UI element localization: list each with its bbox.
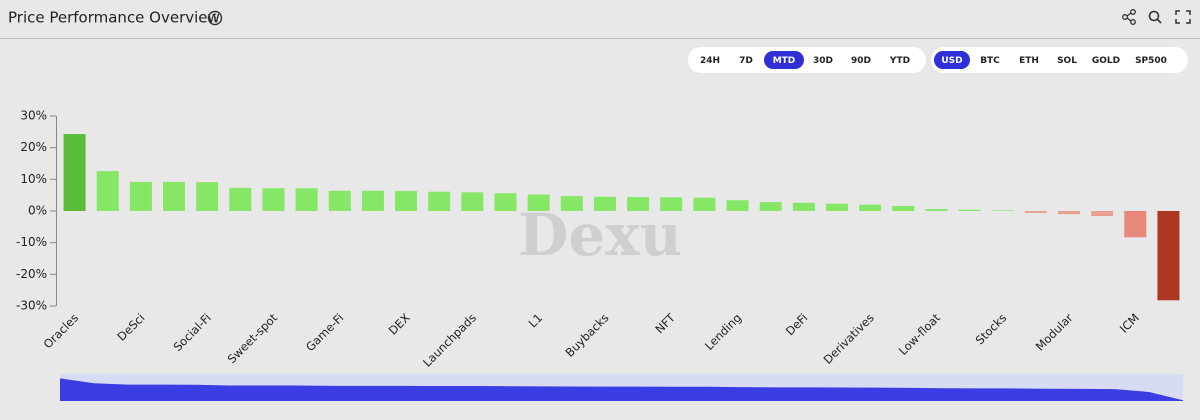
y-tick-label: 30% xyxy=(20,109,47,123)
toggle-button[interactable]: 90D xyxy=(851,56,871,66)
x-tick-label: NFT xyxy=(652,310,678,336)
x-tick-label: Oracles xyxy=(41,311,82,352)
bar xyxy=(560,196,583,211)
fullscreen-icon[interactable] xyxy=(1175,10,1191,24)
bar xyxy=(163,181,186,211)
bar xyxy=(726,200,749,211)
toggle-button[interactable]: MTD xyxy=(773,56,796,66)
bar xyxy=(328,190,351,211)
toggle-active-bg xyxy=(764,51,804,69)
toggle-button[interactable]: 7D xyxy=(739,56,753,66)
x-tick-label: DEX xyxy=(386,311,413,338)
y-tick-label: 0% xyxy=(28,204,47,218)
x-tick-label: Buybacks xyxy=(563,311,612,360)
bar xyxy=(395,191,418,211)
bar xyxy=(1124,211,1147,238)
bar xyxy=(461,192,484,211)
bar xyxy=(958,209,981,211)
x-tick-label: Sweet-spot xyxy=(225,310,281,366)
search-icon[interactable] xyxy=(1148,10,1162,24)
bar xyxy=(892,205,915,211)
x-tick-label: Modular xyxy=(1033,311,1076,354)
bar xyxy=(825,203,848,211)
toggle-active-bg xyxy=(934,51,970,69)
bar xyxy=(693,197,716,211)
bar xyxy=(627,197,650,211)
x-tick-label: L1 xyxy=(526,311,546,331)
bar xyxy=(229,187,252,211)
bar xyxy=(129,181,152,211)
bar xyxy=(295,188,318,211)
y-tick-label: -10% xyxy=(16,235,47,249)
navigator-area xyxy=(60,378,1183,401)
x-tick-label: Game-Fi xyxy=(303,311,346,354)
bar xyxy=(1024,211,1047,213)
bar xyxy=(527,194,550,211)
bar xyxy=(361,190,384,211)
toggle-button[interactable]: SP500 xyxy=(1135,56,1167,66)
y-tick-label: -30% xyxy=(16,299,47,313)
info-icon[interactable] xyxy=(207,10,223,26)
bar xyxy=(660,197,683,211)
bar xyxy=(759,202,782,211)
bar xyxy=(494,193,517,211)
header-title: Price Performance Overview xyxy=(8,9,220,27)
bar xyxy=(792,202,815,211)
base-group xyxy=(931,47,1188,73)
bar xyxy=(262,188,285,211)
bar xyxy=(1057,211,1080,215)
period-group xyxy=(688,47,926,73)
share-icon[interactable] xyxy=(1122,9,1136,25)
y-tick-label: 20% xyxy=(20,140,47,154)
y-tick-label: -20% xyxy=(16,267,47,281)
bar xyxy=(925,209,948,211)
toggle-button[interactable]: BTC xyxy=(980,56,1000,66)
x-tick-label: Social-Fi xyxy=(170,311,213,354)
x-tick-label: Low-float xyxy=(896,310,943,357)
header-bg xyxy=(0,0,1200,38)
bar xyxy=(991,210,1014,211)
x-tick-label: Launchpads xyxy=(420,311,479,370)
bar xyxy=(1091,211,1114,217)
bar xyxy=(96,171,119,211)
x-tick-label: Stocks xyxy=(973,311,1010,348)
toggle-button[interactable]: 30D xyxy=(813,56,833,66)
bar xyxy=(428,191,451,211)
toggle-button[interactable]: ETH xyxy=(1019,56,1039,66)
x-tick-label: Lending xyxy=(702,311,744,353)
bar xyxy=(196,182,219,211)
watermark: Dexu xyxy=(518,201,682,269)
toggle-button[interactable]: SOL xyxy=(1057,56,1077,66)
toggle-button[interactable]: USD xyxy=(941,56,962,66)
bar xyxy=(63,134,86,211)
x-tick-label: ICM xyxy=(1117,311,1142,336)
toggle-button[interactable]: GOLD xyxy=(1092,56,1120,66)
bar xyxy=(859,204,882,211)
toggle-button[interactable]: 24H xyxy=(700,56,720,66)
toggle-button[interactable]: YTD xyxy=(889,56,910,66)
bar xyxy=(593,196,616,211)
x-tick-label: DeFi xyxy=(783,311,811,339)
bar xyxy=(1157,211,1180,301)
y-tick-label: 10% xyxy=(20,172,47,186)
x-tick-label: Derivatives xyxy=(821,311,877,367)
x-tick-label: DeSci xyxy=(114,311,147,344)
